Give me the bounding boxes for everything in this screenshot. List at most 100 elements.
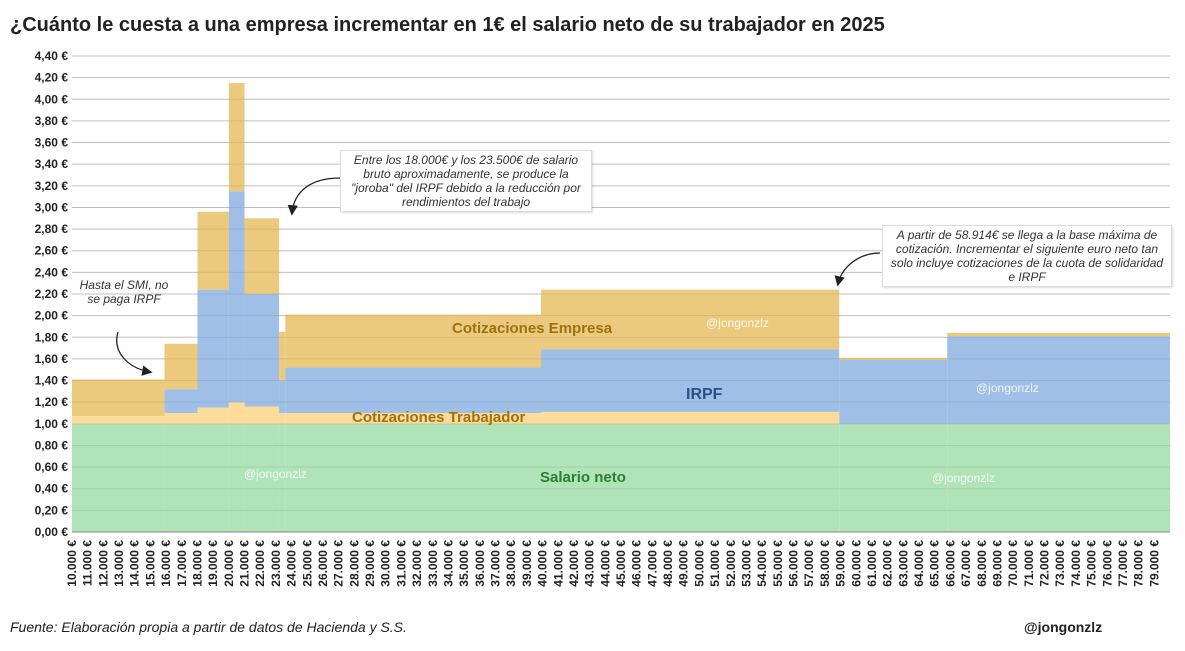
- area-company_ss: [839, 357, 948, 360]
- area-net: [228, 423, 245, 532]
- x-tick-label: 19.000 €: [206, 540, 220, 587]
- x-tick-label: 50.000 €: [692, 540, 706, 587]
- x-tick-label: 47.000 €: [645, 540, 659, 587]
- annotation-joroba: Entre los 18.000€ y los 23.500€ de salar…: [340, 150, 592, 212]
- area-irpf: [197, 289, 229, 408]
- area-irpf: [285, 367, 542, 413]
- x-tick-label: 68.000 €: [975, 540, 989, 587]
- x-tick-label: 11.000 €: [81, 540, 95, 586]
- x-tick-label: 56.000 €: [787, 540, 801, 587]
- watermark: @jongonzlz: [932, 471, 995, 485]
- y-tick-label: 4,00 €: [35, 92, 69, 106]
- x-tick-label: 43.000 €: [583, 540, 597, 587]
- x-tick-label: 59.000 €: [834, 540, 848, 587]
- area-company_ss: [197, 211, 229, 290]
- x-tick-label: 42.000 €: [567, 540, 581, 587]
- x-tick-label: 27.000 €: [332, 540, 346, 587]
- x-tick-label: 22.000 €: [253, 540, 267, 587]
- x-tick-label: 30.000 €: [379, 540, 393, 587]
- area-worker_ss: [72, 416, 165, 424]
- area-worker_ss: [197, 407, 229, 424]
- x-tick-label: 51.000 €: [708, 540, 722, 587]
- x-tick-label: 33.000 €: [426, 540, 440, 587]
- annotation-base-max: A partir de 58.914€ se llega a la base m…: [882, 225, 1172, 287]
- area-company_ss: [228, 83, 245, 192]
- area-irpf: [947, 336, 1170, 424]
- label-net: Salario neto: [540, 469, 626, 486]
- area-irpf: [279, 380, 286, 413]
- y-tick-label: 1,60 €: [35, 352, 69, 366]
- y-tick-label: 2,20 €: [35, 287, 69, 301]
- x-tick-label: 34.000 €: [441, 540, 455, 587]
- x-tick-label: 29.000 €: [363, 540, 377, 587]
- x-tick-label: 63.000 €: [896, 540, 910, 587]
- area-company_ss: [541, 289, 840, 350]
- x-tick-label: 26.000 €: [316, 540, 330, 587]
- x-tick-label: 78.000 €: [1132, 540, 1146, 587]
- x-tick-label: 16.000 €: [159, 540, 173, 587]
- x-tick-label: 65.000 €: [928, 540, 942, 587]
- label-worker-ss: Cotizaciones Trabajador: [352, 409, 526, 426]
- area-worker_ss: [164, 413, 198, 424]
- x-tick-label: 25.000 €: [300, 540, 314, 587]
- x-tick-label: 62.000 €: [881, 540, 895, 587]
- area-net: [541, 423, 840, 532]
- x-tick-label: 10.000 €: [65, 540, 79, 587]
- x-tick-label: 23.000 €: [269, 540, 283, 587]
- x-tick-label: 54.000 €: [755, 540, 769, 587]
- x-tick-label: 40.000 €: [536, 540, 550, 587]
- x-tick-label: 70.000 €: [1006, 540, 1020, 587]
- smi-arrow: [116, 331, 153, 376]
- area-company_ss: [947, 332, 1170, 337]
- x-tick-label: 67.000 €: [959, 540, 973, 587]
- area-irpf: [164, 389, 198, 413]
- x-tick-label: 74.000 €: [1069, 540, 1083, 587]
- footer-handle: @jongonzlz: [1024, 619, 1103, 635]
- area-company_ss: [279, 331, 286, 381]
- x-tick-label: 41.000 €: [551, 540, 565, 587]
- area-irpf: [541, 349, 840, 412]
- y-tick-label: 1,20 €: [35, 395, 69, 409]
- x-tick-label: 45.000 €: [614, 540, 628, 587]
- y-tick-label: 0,60 €: [35, 460, 69, 474]
- x-tick-label: 20.000 €: [222, 540, 236, 587]
- x-tick-label: 76.000 €: [1100, 540, 1114, 587]
- x-tick-label: 32.000 €: [410, 540, 424, 587]
- annotation-smi: Hasta el SMI, no se paga IRPF: [79, 278, 169, 306]
- area-company_ss: [244, 218, 280, 294]
- area-worker_ss: [228, 402, 245, 424]
- x-tick-label: 48.000 €: [661, 540, 675, 587]
- x-tick-label: 77.000 €: [1116, 540, 1130, 587]
- x-tick-label: 14.000 €: [128, 540, 142, 587]
- x-tick-label: 64.000 €: [912, 540, 926, 587]
- x-tick-label: 21.000 €: [238, 540, 252, 587]
- y-tick-label: 4,40 €: [35, 49, 69, 63]
- base-max-arrow: [834, 252, 881, 287]
- x-tick-label: 60.000 €: [849, 540, 863, 587]
- y-tick-label: 0,00 €: [35, 525, 69, 539]
- x-tick-label: 52.000 €: [724, 540, 738, 587]
- area-worker_ss: [285, 413, 542, 424]
- x-tick-label: 66.000 €: [943, 540, 957, 587]
- x-tick-label: 38.000 €: [504, 540, 518, 587]
- y-tick-label: 2,80 €: [35, 222, 69, 236]
- area-net: [244, 423, 280, 532]
- area-company_ss: [285, 314, 542, 368]
- area-company_ss: [72, 379, 165, 417]
- area-company_ss: [164, 343, 198, 390]
- area-irpf: [244, 294, 280, 407]
- x-tick-label: 37.000 €: [489, 540, 503, 587]
- area-net: [947, 423, 1170, 532]
- x-tick-label: 36.000 €: [473, 540, 487, 587]
- watermark: @jongonzlz: [976, 381, 1039, 395]
- x-tick-label: 79.000 €: [1147, 540, 1161, 587]
- y-tick-label: 3,00 €: [35, 200, 69, 214]
- x-tick-label: 53.000 €: [739, 540, 753, 587]
- x-tick-label: 49.000 €: [677, 540, 691, 587]
- x-tick-label: 72.000 €: [1038, 540, 1052, 587]
- x-tick-label: 18.000 €: [190, 540, 204, 587]
- x-tick-label: 35.000 €: [457, 540, 471, 587]
- x-tick-label: 12.000 €: [96, 540, 110, 587]
- y-tick-label: 4,20 €: [35, 71, 69, 85]
